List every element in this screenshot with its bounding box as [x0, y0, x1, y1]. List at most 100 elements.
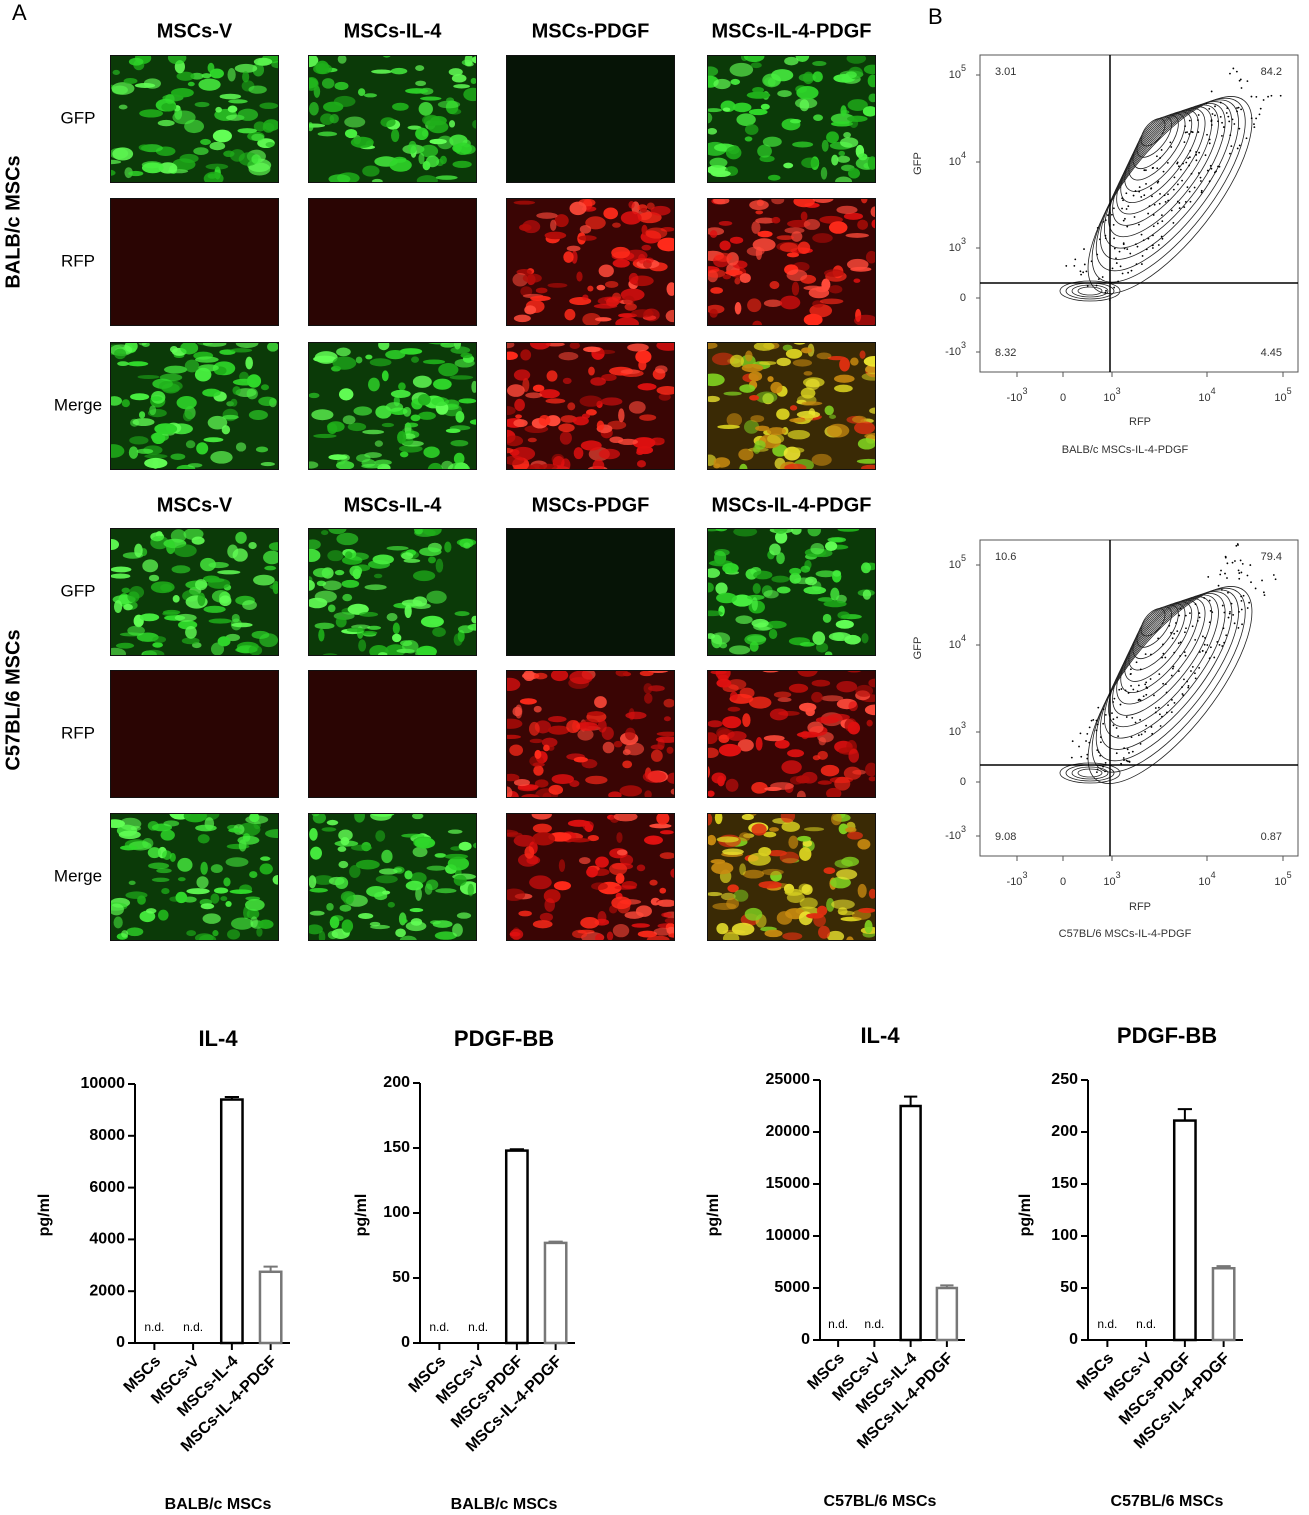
cell-blob [578, 235, 597, 241]
cell-blob [819, 298, 844, 305]
cell-blob [127, 625, 145, 636]
event-dot [1171, 637, 1174, 640]
event-dot [1250, 117, 1253, 120]
tick-exp: 3 [961, 720, 966, 730]
cell-blob [404, 422, 419, 428]
event-dot [1173, 632, 1176, 635]
event-dot [1102, 220, 1105, 223]
cell-blob [789, 567, 802, 575]
cell-blob [860, 198, 868, 204]
cell-blob [210, 451, 233, 464]
event-dot [1152, 225, 1155, 228]
event-dot [1229, 610, 1231, 613]
tick-exp: 5 [1287, 386, 1292, 396]
cell-blob [782, 344, 793, 351]
event-dot [1177, 670, 1180, 673]
event-dot [1139, 668, 1142, 671]
cell-blob [603, 207, 619, 220]
event-dot [1145, 724, 1147, 727]
event-dot [1238, 572, 1241, 574]
column-header: MSCs-IL-4 [344, 494, 443, 516]
cell-blob [262, 122, 275, 133]
event-dot [1115, 752, 1118, 755]
cell-blob [867, 74, 876, 88]
event-dot [1225, 634, 1228, 637]
cell-blob [460, 352, 473, 358]
event-dot [1254, 587, 1257, 590]
cell-blob [759, 361, 777, 366]
quadrant-value: 3.01 [995, 66, 1016, 78]
event-dot [1125, 759, 1128, 762]
cell-blob [553, 881, 572, 891]
cell-blob [335, 460, 355, 470]
cell-blob [309, 828, 318, 841]
event-dot [1104, 713, 1107, 716]
event-dot [1133, 216, 1136, 218]
cell-blob [800, 211, 808, 222]
event-dot [1178, 207, 1181, 210]
cell-blob [779, 851, 799, 864]
cell-blob [595, 856, 609, 868]
micrograph-frame [506, 342, 675, 470]
bar [935, 1286, 959, 1342]
cell-blob [741, 363, 764, 373]
tick-exp: 3 [961, 824, 966, 834]
cell-blob [113, 600, 123, 614]
event-dot [1191, 665, 1194, 668]
cell-blob [458, 398, 477, 404]
micrograph [506, 813, 675, 941]
y-tick-label: 50 [1060, 1279, 1078, 1296]
event-dot [1184, 131, 1187, 134]
cell-blob [341, 919, 354, 933]
cell-blob [142, 559, 159, 573]
cell-blob [130, 393, 150, 401]
cell-blob [857, 219, 868, 230]
y-tick-label: 25000 [766, 1071, 811, 1088]
cell-blob [255, 446, 269, 453]
event-dot [1135, 263, 1138, 266]
cell-blob [110, 396, 122, 406]
event-dot [1208, 657, 1211, 660]
cell-blob [345, 551, 353, 559]
event-dot [1229, 72, 1231, 75]
event-dot [1142, 239, 1145, 242]
event-dot [1172, 222, 1175, 224]
cell-blob [415, 887, 422, 901]
event-dot [1238, 79, 1241, 82]
event-dot [1135, 243, 1137, 246]
cell-blob [134, 543, 143, 558]
y-tick-label: 150 [1051, 1175, 1078, 1192]
event-dot [1258, 113, 1261, 116]
event-dot [1245, 137, 1248, 140]
cell-blob [827, 713, 850, 721]
micrograph-frame [308, 813, 477, 941]
cell-blob [656, 813, 670, 825]
cell-blob [359, 611, 379, 617]
event-dot [1170, 146, 1173, 148]
event-dot [1236, 147, 1239, 150]
event-dot [1181, 179, 1183, 182]
cell-blob [718, 743, 742, 757]
cell-blob [665, 309, 675, 323]
cell-blob [666, 282, 675, 296]
event-dot [1184, 654, 1187, 657]
cell-blob [750, 415, 765, 423]
cell-blob [628, 272, 639, 285]
row-label: Merge [54, 866, 102, 885]
cell-blob [193, 147, 209, 156]
cell-blob [210, 642, 225, 656]
cell-blob [727, 706, 741, 712]
cell-blob [722, 716, 742, 729]
event-dot [1234, 560, 1236, 562]
cell-blob [530, 295, 551, 301]
event-dot [1198, 666, 1201, 669]
cell-blob [472, 842, 477, 849]
cell-blob [320, 113, 335, 125]
column-header: MSCs-IL-4-PDGF [712, 20, 872, 42]
cell-blob [755, 736, 763, 751]
y-tick-label: 150 [383, 1139, 410, 1156]
cell-blob [609, 862, 628, 876]
cell-blob [253, 57, 273, 66]
cell-blob [139, 613, 160, 622]
cell-blob [642, 770, 667, 783]
